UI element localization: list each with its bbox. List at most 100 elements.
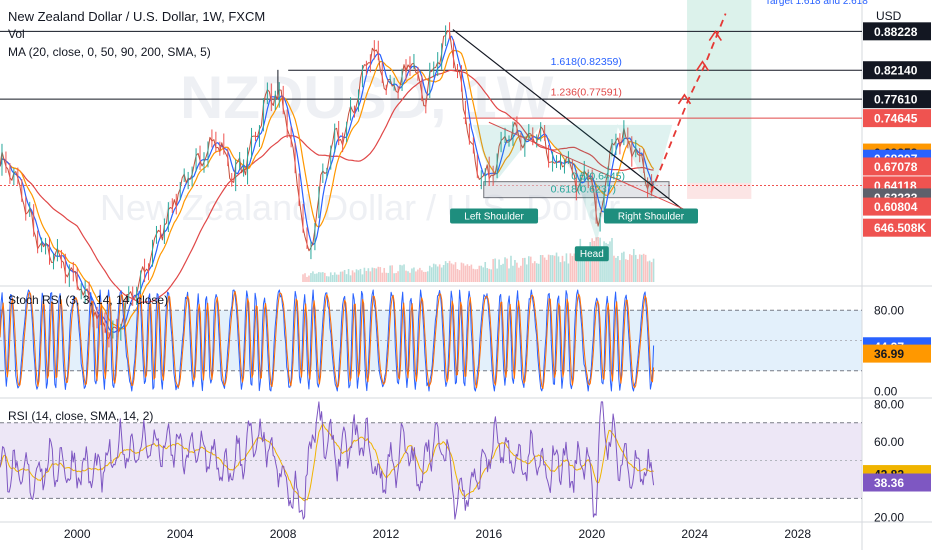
volume-indicator-label[interactable]: Vol: [8, 27, 25, 41]
volume-bar: [613, 255, 615, 282]
volume-bar: [343, 270, 346, 282]
pattern-label-box: [574, 246, 609, 262]
volume-bar: [529, 256, 532, 282]
volume-bar: [506, 258, 508, 282]
volume-bar: [547, 254, 550, 282]
volume-bar: [379, 267, 382, 282]
volume-bar: [419, 267, 421, 282]
volume-bar: [452, 264, 455, 282]
volume-bar: [636, 258, 639, 282]
volume-bar: [450, 263, 453, 282]
volume-bar: [640, 254, 643, 282]
volume-bar: [508, 268, 510, 282]
volume-bar: [355, 269, 358, 282]
fib-label: 0.618(0.6237): [551, 184, 616, 196]
volume-bar: [448, 260, 451, 282]
time-tick-label: 2000: [64, 527, 91, 541]
volume-bar: [468, 265, 471, 282]
volume-bar: [617, 256, 619, 282]
volume-bar: [327, 276, 330, 282]
volume-bar: [434, 264, 437, 282]
volume-bar: [423, 271, 425, 282]
rsi-axis-label: 80.00: [874, 397, 904, 411]
projection-path: [650, 13, 727, 193]
volume-bar: [454, 262, 457, 282]
rsi-indicator-label[interactable]: RSI (14, close, SMA, 14, 2): [8, 409, 154, 423]
volume-bar: [587, 250, 590, 282]
volume-bar: [335, 274, 338, 282]
volume-bar: [353, 272, 356, 282]
volume-bar: [652, 258, 655, 282]
ma-indicator-label[interactable]: MA (20, close, 0, 50, 90, 200, SMA, 5): [8, 45, 211, 59]
volume-bar: [482, 267, 485, 282]
stoch-rsi-indicator-label[interactable]: Stoch RSI (3, 3, 14, 14, close): [8, 293, 169, 307]
volume-bar: [304, 273, 306, 282]
volume-bar: [474, 269, 477, 282]
volume-bar: [502, 263, 504, 282]
volume-bar: [312, 271, 314, 282]
volume-bar: [371, 267, 374, 282]
price-price-tag: [863, 218, 931, 237]
volume-bar: [401, 265, 403, 282]
volume-bar: [516, 262, 518, 282]
volume-bar: [446, 263, 449, 282]
volume-bar: [341, 271, 344, 282]
price-price-tag: [863, 90, 931, 109]
volume-bar: [428, 265, 431, 282]
volume-bar: [383, 267, 386, 282]
pattern-label-box: [604, 208, 699, 224]
price-axis-label: 0.88228: [874, 25, 918, 39]
rsi-axis-label: 60.00: [874, 435, 904, 449]
ma200-line: [0, 69, 654, 303]
volume-bar: [462, 263, 465, 282]
price-price-tag: [863, 157, 931, 176]
rsi-line: [0, 401, 655, 520]
volume-bar: [581, 250, 584, 282]
time-tick-label: 2008: [270, 527, 297, 541]
volume-bar: [415, 271, 417, 282]
volume-bar: [367, 268, 370, 282]
volume-bar: [345, 274, 348, 282]
stoch-d-line: [0, 290, 655, 389]
volume-bar: [456, 269, 459, 282]
volume-bar: [567, 263, 570, 282]
projection-arrowhead: [695, 60, 710, 72]
volume-bar: [377, 266, 380, 282]
volume-bar: [500, 264, 502, 282]
volume-bar: [359, 268, 362, 282]
volume-bar: [302, 274, 304, 282]
volume-bar: [528, 256, 530, 282]
time-tick-label: 2012: [373, 527, 400, 541]
volume-bar: [316, 273, 318, 282]
price-price-tag: [863, 22, 931, 41]
volume-bar: [646, 261, 649, 282]
volume-bar: [407, 271, 409, 282]
volume-bar: [531, 263, 534, 282]
rsi-ma-line: [0, 423, 654, 502]
volume-bar: [411, 268, 413, 282]
volume-bar: [373, 268, 376, 282]
volume-bar: [395, 272, 397, 282]
volume-bar: [541, 255, 544, 282]
volume-bar: [492, 259, 494, 282]
rsi-axis-label: 38.36: [874, 476, 904, 490]
volume-bar: [488, 268, 490, 282]
volume-bar: [522, 257, 524, 282]
stoch-k-line: [0, 289, 655, 392]
fib-label: 1.236(0.77591): [551, 86, 622, 98]
volume-bar: [385, 272, 388, 282]
fib-label: 1.618(0.82359): [551, 56, 622, 68]
volume-bar: [425, 271, 427, 282]
volume-bar: [565, 253, 568, 282]
volume-bar: [621, 252, 623, 282]
volume-bar: [557, 256, 560, 282]
stoch-price-tag: [863, 344, 931, 363]
volume-bar: [329, 272, 332, 282]
time-tick-label: 2028: [784, 527, 811, 541]
rsi-axis-label: 20.00: [874, 511, 904, 525]
volume-bar: [432, 263, 435, 282]
volume-bar: [545, 259, 548, 282]
volume-bar: [629, 254, 631, 282]
volume-bar: [472, 268, 475, 282]
